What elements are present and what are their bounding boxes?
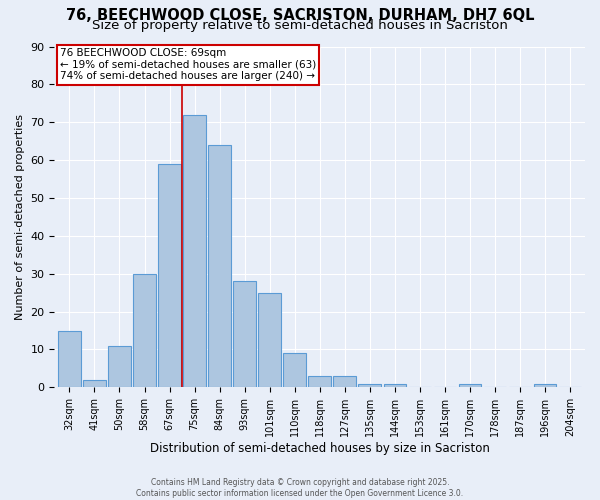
Bar [233, 282, 256, 388]
Bar [283, 354, 306, 388]
Bar [158, 164, 181, 388]
Bar [108, 346, 131, 388]
X-axis label: Distribution of semi-detached houses by size in Sacriston: Distribution of semi-detached houses by … [150, 442, 490, 455]
Bar [208, 145, 231, 388]
Bar [133, 274, 156, 388]
Bar [58, 330, 80, 388]
Text: Size of property relative to semi-detached houses in Sacriston: Size of property relative to semi-detach… [92, 18, 508, 32]
Bar [183, 114, 206, 388]
Bar [533, 384, 556, 388]
Bar [358, 384, 381, 388]
Bar [458, 384, 481, 388]
Text: 76, BEECHWOOD CLOSE, SACRISTON, DURHAM, DH7 6QL: 76, BEECHWOOD CLOSE, SACRISTON, DURHAM, … [66, 8, 534, 22]
Bar [83, 380, 106, 388]
Text: Contains HM Land Registry data © Crown copyright and database right 2025.
Contai: Contains HM Land Registry data © Crown c… [136, 478, 464, 498]
Bar [383, 384, 406, 388]
Text: 76 BEECHWOOD CLOSE: 69sqm
← 19% of semi-detached houses are smaller (63)
74% of : 76 BEECHWOOD CLOSE: 69sqm ← 19% of semi-… [60, 48, 316, 82]
Bar [334, 376, 356, 388]
Y-axis label: Number of semi-detached properties: Number of semi-detached properties [15, 114, 25, 320]
Bar [259, 292, 281, 388]
Bar [308, 376, 331, 388]
